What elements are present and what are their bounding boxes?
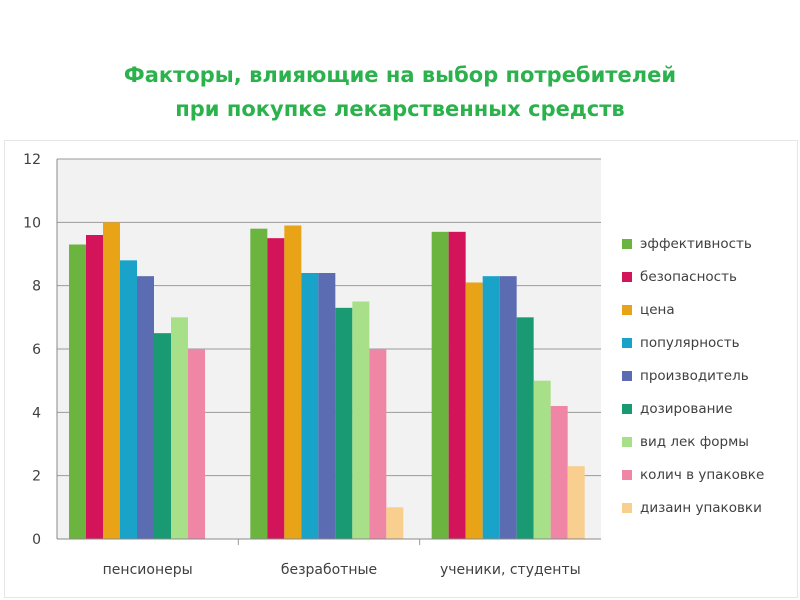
legend-item: вид лек формы xyxy=(622,425,798,458)
bar xyxy=(318,273,336,539)
y-tick-label: 10 xyxy=(23,215,41,231)
bar xyxy=(567,466,585,539)
bar xyxy=(369,349,387,539)
y-tick-label: 8 xyxy=(32,279,41,295)
bar xyxy=(267,238,285,539)
chart-area: 0 2 4 6 8 10 12 пенсионеры безработные ученики, с… xyxy=(4,140,798,598)
legend: эффективность безопасность цена популярност… xyxy=(622,227,798,524)
bar xyxy=(120,260,137,539)
legend-label: колич в упаковке xyxy=(640,466,765,483)
legend-item: цена xyxy=(622,293,798,326)
bar xyxy=(250,228,268,539)
legend-label: производитель xyxy=(640,367,749,384)
bar xyxy=(533,380,551,539)
bar xyxy=(284,225,302,539)
legend-item: популярность xyxy=(622,326,798,359)
legend-item: производитель xyxy=(622,359,798,392)
legend-label: безопасность xyxy=(640,268,737,285)
x-tick-label: пенсионеры xyxy=(103,562,193,578)
y-tick-label: 6 xyxy=(32,342,41,358)
x-tick-label: ученики, студенты xyxy=(440,562,581,578)
bar xyxy=(137,276,154,539)
legend-item: безопасность xyxy=(622,260,798,293)
legend-swatch xyxy=(622,304,632,315)
legend-item: эффективность xyxy=(622,227,798,260)
bar xyxy=(352,301,370,539)
bar xyxy=(482,276,500,539)
y-tick-label: 12 xyxy=(23,152,41,168)
legend-swatch xyxy=(622,370,632,381)
legend-item: дизаин упаковки xyxy=(622,491,798,524)
legend-swatch xyxy=(622,337,632,348)
bar xyxy=(154,333,171,539)
bar xyxy=(86,235,103,539)
chart-title-line2: при покупке лекарственных средств xyxy=(175,97,625,121)
bar xyxy=(188,349,205,539)
bar xyxy=(465,282,483,539)
legend-item: колич в упаковке xyxy=(622,458,798,491)
legend-label: эффективность xyxy=(640,235,752,252)
legend-label: дизаин упаковки xyxy=(640,499,762,516)
bar xyxy=(335,307,353,539)
legend-swatch xyxy=(622,469,632,480)
legend-label: цена xyxy=(640,301,675,318)
x-tick-label: безработные xyxy=(281,562,377,578)
bar xyxy=(386,507,404,539)
legend-item: дозирование xyxy=(622,392,798,425)
legend-swatch xyxy=(622,238,632,249)
legend-swatch xyxy=(622,271,632,282)
legend-swatch xyxy=(622,502,632,513)
legend-label: популярность xyxy=(640,334,740,351)
bar xyxy=(499,276,517,539)
bar xyxy=(69,244,86,539)
bar xyxy=(171,317,188,539)
legend-label: дозирование xyxy=(640,400,733,417)
bar xyxy=(431,231,449,539)
bar-chart: 0 2 4 6 8 10 12 пенсионеры безработные ученики, с… xyxy=(23,152,601,578)
bar xyxy=(301,273,319,539)
y-tick-label: 4 xyxy=(32,405,41,421)
y-tick-label: 2 xyxy=(32,469,41,485)
chart-title-line1: Факторы, влияющие на выбор потребителей xyxy=(123,63,677,87)
legend-swatch xyxy=(622,436,632,447)
chart-title: Факторы, влияющие на выбор потребителей … xyxy=(0,58,800,126)
legend-label: вид лек формы xyxy=(640,433,749,450)
bar xyxy=(103,222,120,539)
y-tick-label: 0 xyxy=(32,532,41,548)
bar xyxy=(550,406,568,539)
bar xyxy=(448,231,466,539)
legend-swatch xyxy=(622,403,632,414)
bar xyxy=(516,317,534,539)
